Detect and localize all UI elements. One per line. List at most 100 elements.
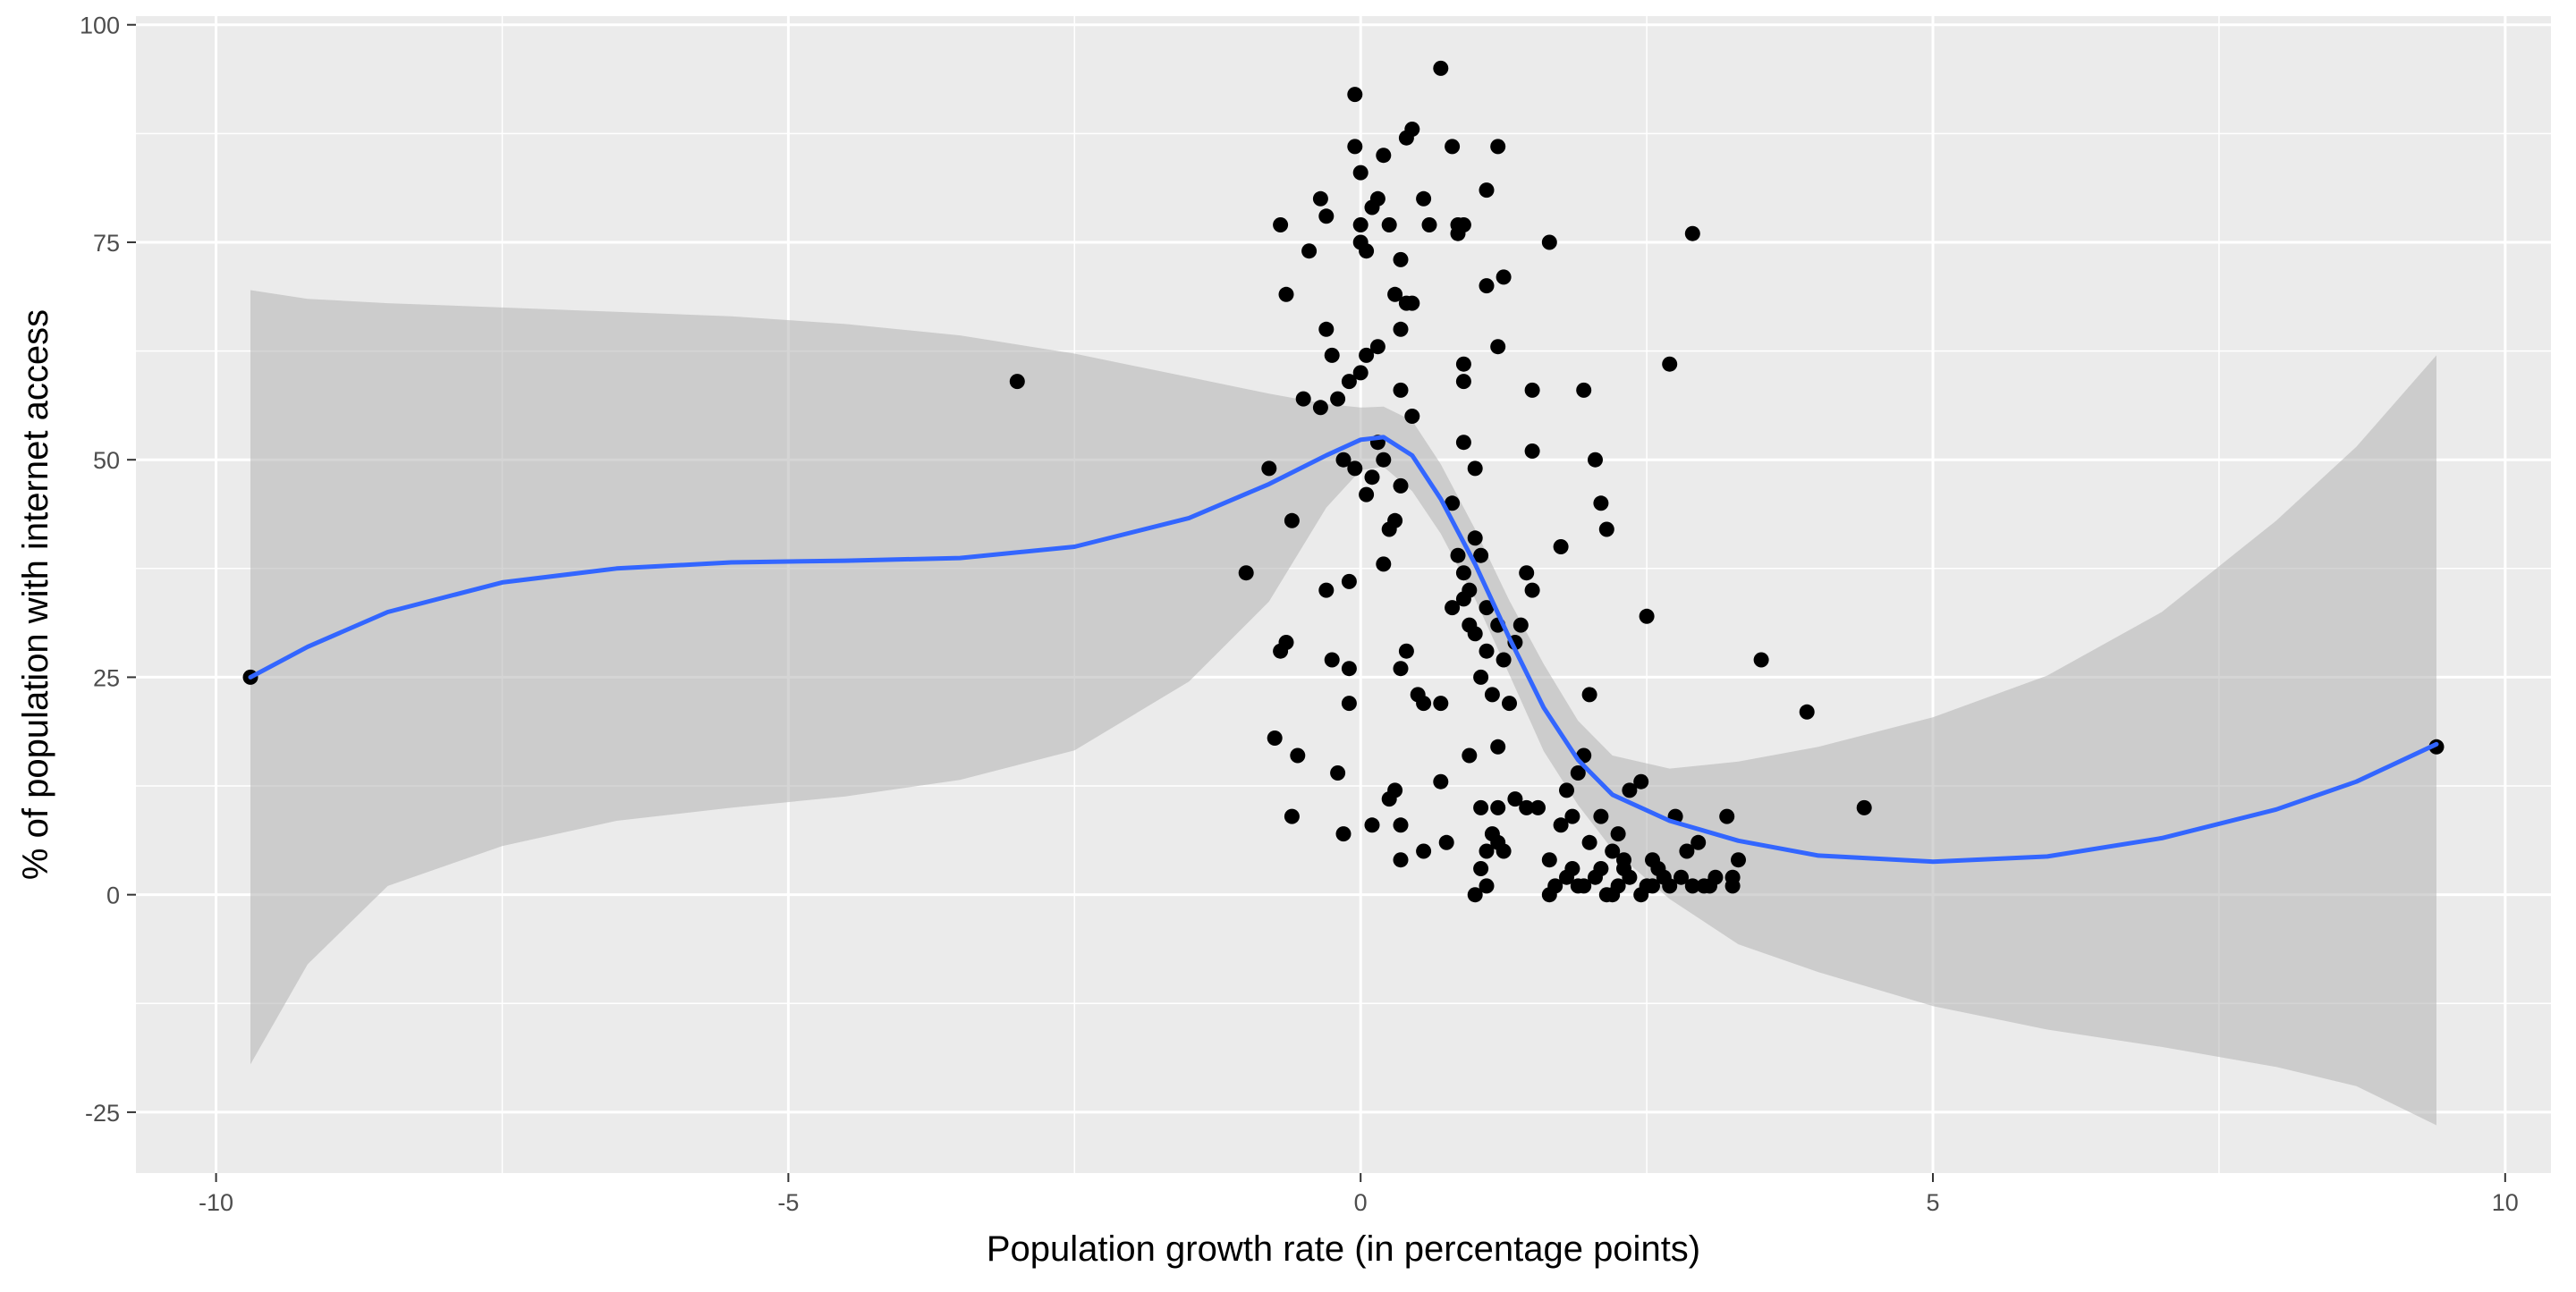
data-point — [1290, 747, 1306, 764]
data-point — [1433, 696, 1449, 712]
data-point — [1376, 452, 1392, 468]
data-point — [1312, 400, 1328, 416]
y-tick-label: 75 — [93, 230, 120, 257]
data-point — [1674, 869, 1689, 885]
smooth-line — [248, 435, 2439, 865]
data-point — [1662, 356, 1678, 372]
data-point — [1622, 782, 1638, 798]
axis-ticks — [127, 23, 2506, 1182]
data-point — [1359, 486, 1375, 502]
data-point — [1645, 852, 1660, 868]
data-point — [1519, 565, 1535, 581]
data-point — [1450, 547, 1466, 563]
smooth-line-layer — [248, 435, 2439, 865]
data-point — [1352, 165, 1368, 181]
data-point — [1301, 243, 1318, 259]
data-point — [1559, 782, 1574, 798]
data-point — [1639, 608, 1655, 624]
data-point — [1696, 878, 1712, 894]
data-point — [1445, 600, 1461, 616]
data-point — [1318, 208, 1335, 224]
data-point — [1496, 652, 1512, 668]
data-point — [1605, 887, 1621, 903]
data-point — [1576, 382, 1592, 398]
y-tick-label: 100 — [80, 13, 120, 39]
data-point — [1330, 391, 1346, 407]
data-point — [1376, 556, 1392, 572]
data-point — [1679, 843, 1695, 859]
data-point — [1684, 225, 1700, 241]
x-tick-labels: -10 -5 0 5 10 — [199, 1189, 2519, 1216]
data-point — [1553, 817, 1569, 833]
data-point — [1341, 661, 1357, 677]
data-point — [1462, 747, 1478, 764]
data-point — [1433, 60, 1449, 76]
data-point — [1393, 661, 1409, 677]
data-point — [1381, 217, 1397, 232]
data-point — [1633, 773, 1649, 790]
data-point — [1662, 878, 1678, 894]
data-point — [1267, 730, 1283, 746]
x-tick-label: 0 — [1354, 1189, 1368, 1216]
data-point — [1273, 217, 1289, 232]
data-point — [1473, 669, 1489, 685]
data-point — [1369, 190, 1385, 207]
data-point — [1335, 826, 1352, 842]
data-point — [1467, 626, 1483, 642]
data-point — [1438, 834, 1454, 850]
data-point — [1421, 217, 1437, 232]
data-point — [1381, 791, 1397, 807]
x-tick-label: -10 — [199, 1189, 233, 1216]
data-point — [1479, 278, 1495, 294]
data-point — [1318, 582, 1335, 598]
data-point — [1524, 582, 1540, 598]
data-point — [1433, 773, 1449, 790]
data-point — [1404, 409, 1420, 424]
data-point — [1009, 374, 1025, 390]
data-point — [1753, 652, 1769, 668]
data-point — [1455, 374, 1471, 390]
data-point — [1450, 225, 1466, 241]
data-point — [1564, 808, 1580, 824]
data-point — [1467, 887, 1483, 903]
data-point — [1690, 834, 1707, 850]
data-point — [1369, 339, 1385, 355]
data-point — [1610, 826, 1626, 842]
data-point — [1490, 834, 1506, 850]
data-point — [1598, 521, 1614, 537]
data-point — [1553, 539, 1569, 554]
data-point — [1605, 843, 1621, 859]
confidence-band — [250, 290, 2436, 1126]
data-point — [1856, 799, 1872, 815]
data-point — [1330, 765, 1346, 781]
data-point — [1261, 460, 1277, 477]
data-point — [1364, 817, 1380, 833]
data-point — [1324, 652, 1340, 668]
data-point — [1455, 591, 1471, 607]
data-point — [1479, 878, 1495, 894]
data-point — [1490, 799, 1506, 815]
x-tick-label: -5 — [777, 1189, 799, 1216]
data-point — [1541, 234, 1557, 250]
data-point — [1479, 843, 1495, 859]
data-point — [1416, 190, 1432, 207]
data-point — [1335, 452, 1352, 468]
y-tick-label: -25 — [85, 1100, 120, 1127]
data-point — [1581, 834, 1597, 850]
data-point — [1416, 843, 1432, 859]
data-point — [1295, 391, 1311, 407]
data-point — [1312, 190, 1328, 207]
data-point — [1467, 530, 1483, 546]
y-tick-labels: -25 0 25 50 75 100 — [80, 13, 120, 1127]
data-point — [1616, 852, 1631, 868]
data-point — [1318, 321, 1335, 337]
data-point — [1639, 878, 1655, 894]
data-point — [1570, 878, 1586, 894]
y-tick-label: 0 — [106, 882, 120, 909]
y-tick-label: 50 — [93, 447, 120, 474]
data-point — [1473, 799, 1489, 815]
data-point — [1622, 869, 1638, 885]
data-point — [1238, 565, 1254, 581]
